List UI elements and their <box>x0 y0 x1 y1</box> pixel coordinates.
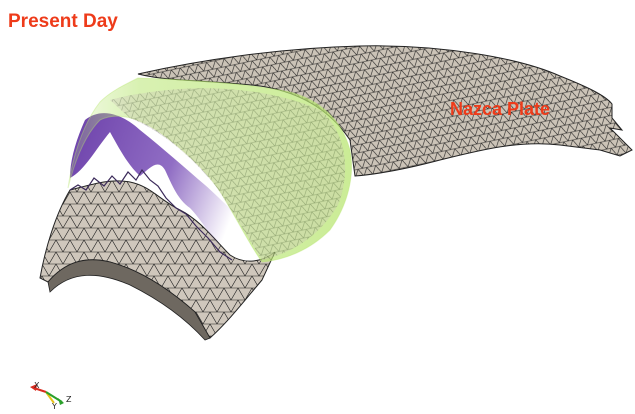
axis-triad <box>30 384 64 405</box>
green-surface-mesh <box>110 88 346 261</box>
axis-y-label: Y <box>52 402 57 411</box>
axis-x-label: X <box>34 381 40 390</box>
front-jagged-edge <box>69 168 233 261</box>
purple-surface <box>70 113 255 258</box>
slab-underside-edge <box>47 259 211 341</box>
title-label: Present Day <box>8 11 118 32</box>
axis-z-label: Z <box>66 395 72 404</box>
nazca-plate-label: Nazca Plate <box>450 99 551 119</box>
